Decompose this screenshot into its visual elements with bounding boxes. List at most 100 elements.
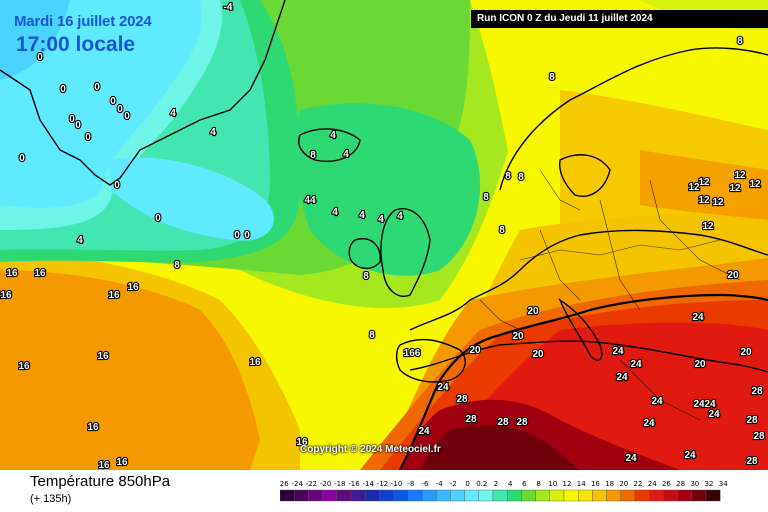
temperature-value-label: 16 [116,457,128,468]
field-atl-20 [0,270,260,470]
temperature-value-label: 20 [740,347,752,358]
temperature-value-label: 24 [704,399,716,410]
temperature-value-label: 8 [549,72,555,83]
field-uk-green [294,103,480,276]
temperature-value-label: 24 [630,359,642,370]
scale-tick-label: 34 [719,480,728,488]
field-30 [420,425,580,470]
scale-swatch [521,489,536,502]
temperature-value-label: 8 [369,330,375,341]
temperature-value-label: 12 [712,197,724,208]
ireland-coast [348,238,381,269]
scale-tick-label: 30 [690,480,699,488]
temperature-value-label: 28 [465,414,477,425]
temperature-value-label: 24 [684,450,696,461]
scale-swatch [435,489,451,502]
temperature-value-label: 12 [734,170,746,181]
scale-tick-label: 6 [522,480,527,488]
border-6 [619,359,701,421]
scale-tick-label: 12 [563,480,572,488]
scale-swatch [506,489,522,502]
scale-tick-label: -24 [291,480,303,488]
temperature-value-label: 0 [244,230,250,241]
uk-coast [380,208,431,297]
europe-coast [409,229,768,331]
scale-swatch [578,489,593,502]
scale-tick-label: -4 [436,480,444,488]
color-scale: -26-24-22-20-18-16-14-12-10-8-6-4-200.22… [280,480,728,502]
border-7 [539,169,581,211]
temperature-value-label: 16 [34,268,46,279]
temperature-value-label: 0 [110,96,116,107]
africa-coast [409,340,768,373]
temperature-value-label: 0 [234,230,240,241]
temperature-value-label: 28 [497,417,509,428]
temperature-value-label: 24 [651,396,663,407]
border-3 [599,199,641,311]
scale-swatch [492,489,508,502]
temperature-value-label: 166 [404,348,421,359]
scale-swatch [280,489,295,502]
temperature-value-label: 4 [343,149,349,160]
temperature-value-label: 8 [505,171,511,182]
scale-swatch [563,489,579,502]
scale-tick-label: 18 [605,480,614,488]
temperature-value-label: 24 [692,312,704,323]
temperature-value-label: 8 [737,36,743,47]
iceland-coast [298,128,361,162]
temperature-value-label: 20 [512,331,524,342]
scale-tick-label: 8 [536,480,540,488]
temperature-value-label: 0 [69,114,75,125]
temperature-value-label: 28 [746,456,758,467]
temperature-value-label: 0 [124,111,130,122]
temperature-value-label: 0 [37,52,43,63]
scale-tick-label: -16 [348,480,360,488]
scale-tick-label: -8 [407,480,414,488]
temperature-value-label: 0 [117,104,123,115]
field-0 [0,0,202,208]
temperature-value-label: 8 [483,192,489,203]
scale-tick-label: 10 [548,480,557,488]
scale-swatch [393,489,408,502]
temperature-value-label: 16 [18,361,30,372]
field-title: Température 850hPa [30,473,171,490]
scale-tick-label: 4 [508,480,513,488]
italy-coast [558,298,603,361]
temperature-value-label: 16 [87,422,99,433]
scale-swatch [606,489,622,502]
border-4 [649,179,741,281]
scale-swatch [350,489,366,502]
temperature-value-label: 12 [698,195,710,206]
baltic-coast [558,154,611,197]
temperature-value-label: 24 [418,426,430,437]
scale-tick-label: 20 [619,480,628,488]
temperature-value-label: 0 [19,153,25,164]
temperature-value-label: 0 [85,132,91,143]
scale-tick-label: -20 [320,480,331,488]
scale-tick-label: -2 [450,480,457,488]
scale-tick-label: 28 [676,480,685,488]
scale-swatch [293,489,309,502]
temperature-value-label: 16 [127,282,139,293]
border-1 [519,239,721,261]
temperature-value-label: 4 [378,214,384,225]
scale-swatch [677,489,693,502]
temperature-value-label: 16 [249,357,261,368]
border-2 [539,229,581,301]
greenland-coast [0,0,286,186]
temperature-value-label: 16 [0,290,12,301]
temperature-value-label: 20 [532,349,544,360]
forecast-date: Mardi 16 juillet 2024 [14,13,152,30]
scale-tick-label: 0.2 [476,480,487,488]
temperature-value-label: 8 [499,225,505,236]
scale-swatch [663,489,678,502]
scale-swatch [620,489,636,502]
temperature-value-label: 28 [753,431,765,442]
scale-swatch [705,489,721,502]
temperature-value-label: 28 [751,386,763,397]
scale-swatch [450,489,465,502]
temperature-value-label: 28 [456,394,468,405]
temperature-value-label: 16 [6,268,18,279]
scandinavia-coast [499,47,768,191]
scale-swatch [322,489,337,502]
